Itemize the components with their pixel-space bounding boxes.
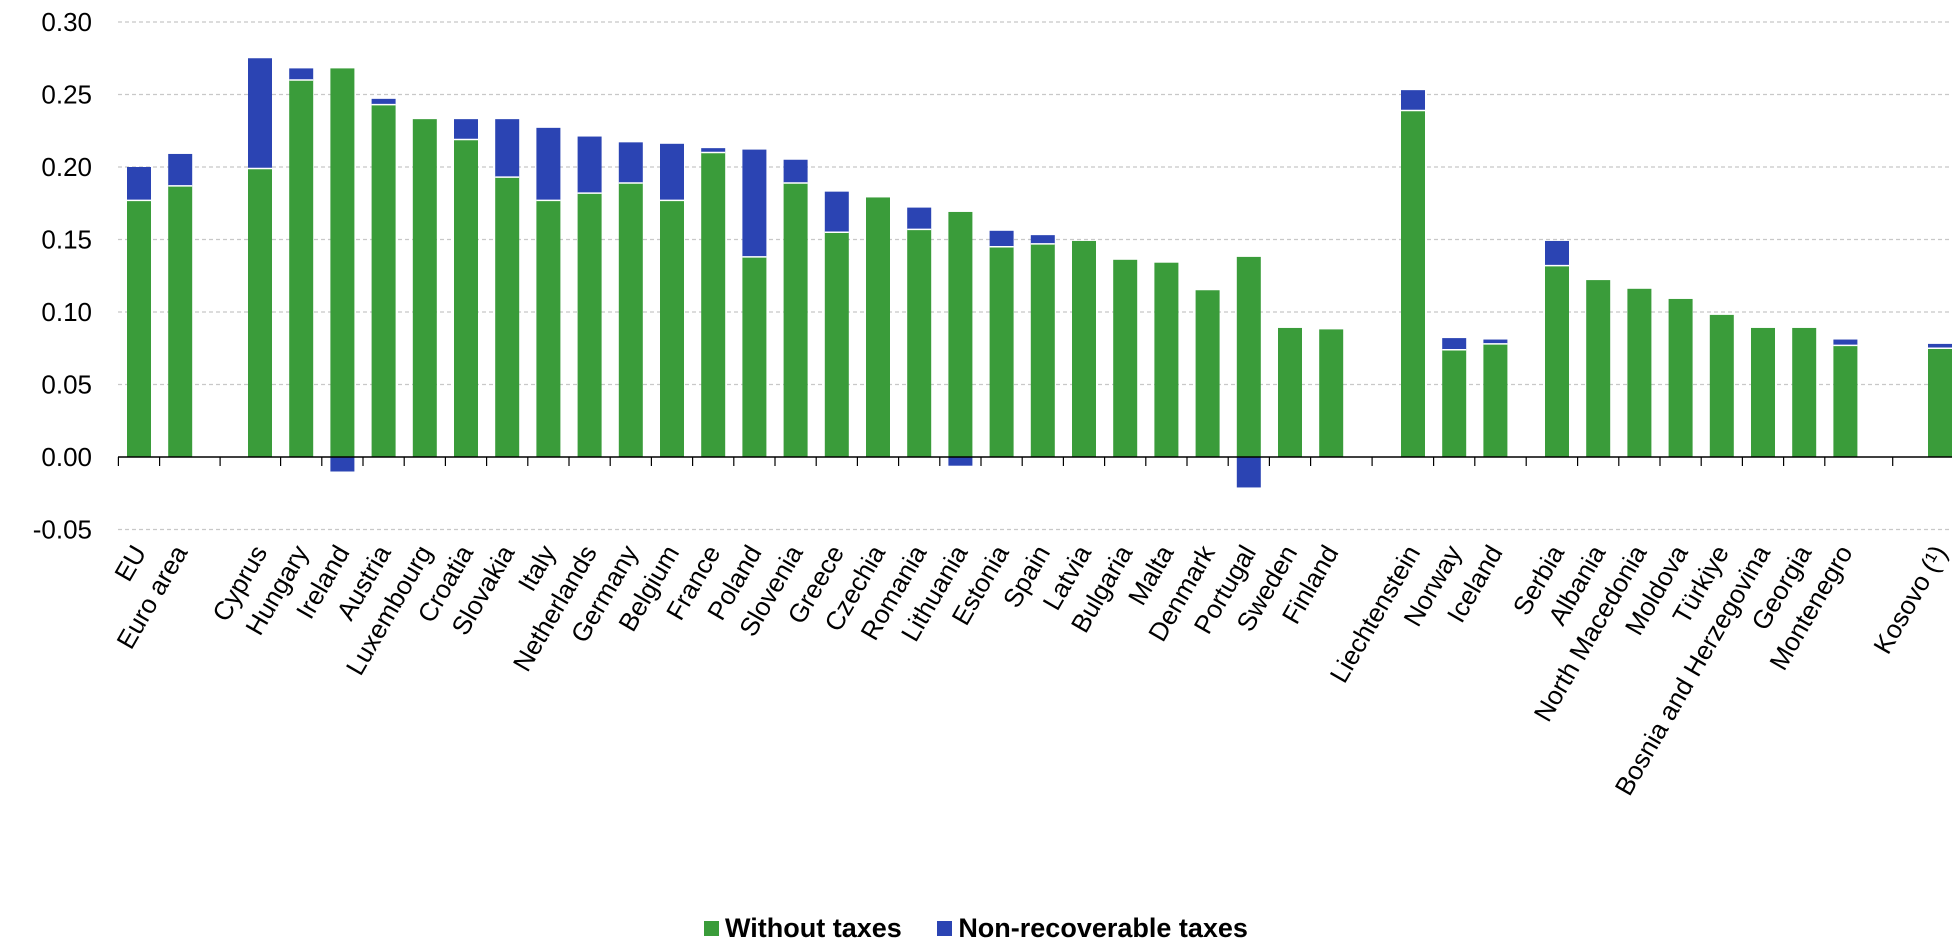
bar-without-taxes-sweden [1278,327,1302,457]
bar-non-recoverable-taxes-spain [1030,235,1055,244]
bar-without-taxes-romania [907,229,932,457]
bar-non-recoverable-taxes-estonia [989,230,1014,247]
bar-without-taxes-norway [1442,349,1467,457]
bar-without-taxes-moldova [1668,298,1693,457]
y-axis-tick-labels: 0.30 0.25 0.20 0.15 0.10 0.05 0.00 -0.05 [33,7,92,545]
bar-without-taxes-cyprus [248,168,272,457]
bar-without-taxes-austria [371,104,396,458]
bar-without-taxes-croatia [454,139,478,457]
bar-non-recoverable-taxes-italy [536,127,561,201]
bar-without-taxes-liechtenstein [1401,110,1425,457]
y-tick-label: 0.20 [41,152,92,182]
bar-non-recoverable-taxes-lithuania [948,457,973,466]
y-tick-label: 0.15 [41,225,92,255]
bar-without-taxes-iceland [1483,343,1508,457]
bar-without-taxes-germany [618,182,643,457]
bars [127,58,1952,488]
bar-without-taxes-estonia [989,246,1014,457]
bar-non-recoverable-taxes-germany [618,142,643,183]
y-tick-label: 0.00 [41,442,92,472]
bar-non-recoverable-taxes-netherlands [577,136,602,194]
bar-without-taxes-bosnia-and-herzegovina [1751,327,1775,457]
bar-non-recoverable-taxes-belgium [660,143,684,201]
bar-without-taxes-greece [824,232,849,457]
bar-non-recoverable-taxes-cyprus [248,58,272,169]
y-tick-label: 0.05 [41,370,92,400]
bar-without-taxes-bulgaria [1113,259,1138,457]
bar-without-taxes-ireland [330,68,355,458]
legend: Without taxes Non-recoverable taxes [0,912,1952,944]
bar-non-recoverable-taxes-portugal [1236,457,1261,488]
bar-non-recoverable-taxes-kosovo [1928,343,1952,349]
bar-without-taxes-serbia [1545,265,1569,457]
bar-without-taxes-luxembourg [412,119,437,458]
legend-label-non-recoverable-taxes: Non-recoverable taxes [958,913,1248,943]
y-tick-label: 0.30 [41,7,92,37]
bar-non-recoverable-taxes-croatia [454,119,478,140]
bar-non-recoverable-taxes-serbia [1545,240,1569,266]
y-tick-label: 0.25 [41,80,92,110]
bar-without-taxes-latvia [1072,240,1096,457]
bar-non-recoverable-taxes-eu [127,167,151,201]
bar-without-taxes-netherlands [577,193,602,457]
bar-without-taxes-belgium [660,200,684,457]
bar-non-recoverable-taxes-austria [371,98,396,105]
legend-label-without-taxes: Without taxes [725,913,902,943]
y-tick-label: -0.05 [33,515,92,545]
bar-non-recoverable-taxes-poland [742,149,767,257]
bar-without-taxes-hungary [289,80,314,457]
bar-non-recoverable-taxes-slovenia [783,159,808,183]
bar-non-recoverable-taxes-romania [907,207,932,230]
bar-non-recoverable-taxes-ireland [330,457,355,472]
bar-non-recoverable-taxes-montenegro [1833,339,1858,346]
bar-without-taxes-euro-area [168,185,193,457]
bar-without-taxes-italy [536,200,561,457]
bar-without-taxes-georgia [1792,327,1817,457]
bar-non-recoverable-taxes-slovakia [495,119,520,178]
bar-non-recoverable-taxes-liechtenstein [1401,90,1425,111]
bar-non-recoverable-taxes-greece [824,191,849,233]
legend-item-non-recoverable-taxes: Non-recoverable taxes [937,913,1248,944]
bar-non-recoverable-taxes-hungary [289,68,314,80]
bar-without-taxes-malta [1154,262,1179,457]
bar-without-taxes-albania [1586,280,1611,457]
bar-without-taxes-czechia [866,197,890,457]
legend-item-without-taxes: Without taxes [704,913,902,944]
bar-non-recoverable-taxes-iceland [1483,339,1508,344]
bar-without-taxes-eu [127,200,151,457]
bar-non-recoverable-taxes-france [701,148,726,153]
bar-without-taxes-montenegro [1833,345,1858,457]
bar-without-taxes-slovenia [783,182,808,457]
x-tick-label-kosovo: Kosovo (¹) [1867,540,1952,659]
legend-swatch-green [704,921,720,936]
bar-without-taxes-spain [1030,243,1055,457]
bar-without-taxes-t-rkiye [1709,314,1734,457]
bar-without-taxes-france [701,152,726,457]
bar-non-recoverable-taxes-norway [1442,338,1467,350]
x-axis [117,456,1952,466]
legend-swatch-blue [937,921,953,936]
bar-non-recoverable-taxes-euro-area [168,153,193,186]
bar-without-taxes-finland [1319,329,1344,457]
bar-without-taxes-portugal [1236,256,1261,457]
bar-without-taxes-lithuania [948,211,973,457]
bar-without-taxes-kosovo [1928,348,1952,457]
bar-without-taxes-north-macedonia [1627,288,1652,457]
bar-without-taxes-slovakia [495,177,520,457]
bar-without-taxes-poland [742,256,767,457]
y-tick-label: 0.10 [41,297,92,327]
bar-without-taxes-denmark [1195,290,1220,457]
